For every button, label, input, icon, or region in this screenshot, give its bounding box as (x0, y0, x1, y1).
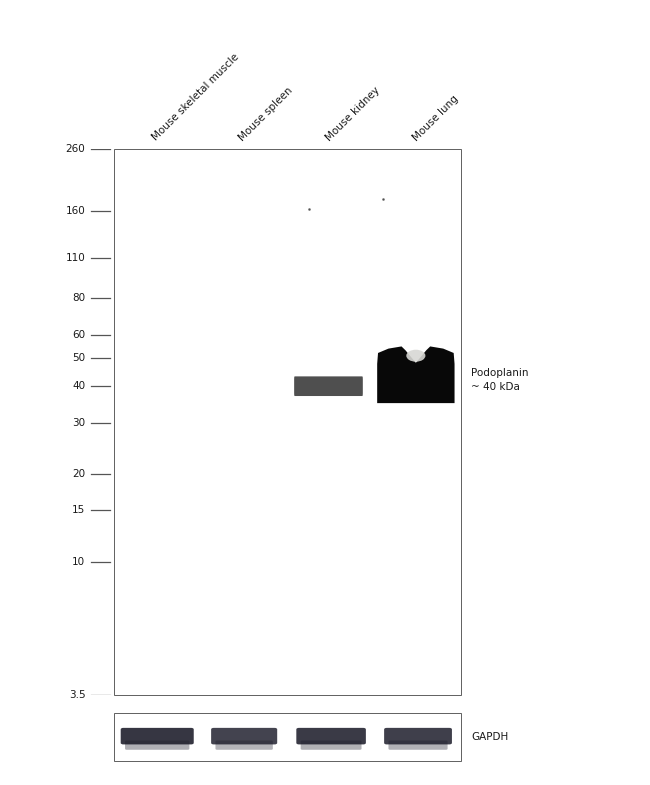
Text: 60: 60 (72, 330, 85, 340)
FancyBboxPatch shape (296, 728, 366, 744)
Text: Mouse spleen: Mouse spleen (237, 86, 294, 143)
FancyBboxPatch shape (215, 740, 273, 750)
Text: 80: 80 (72, 294, 85, 304)
Text: Mouse lung: Mouse lung (411, 93, 460, 143)
Polygon shape (377, 346, 454, 403)
Text: GAPDH: GAPDH (471, 732, 508, 742)
FancyBboxPatch shape (211, 728, 277, 744)
Text: Mouse skeletal muscle: Mouse skeletal muscle (150, 53, 240, 143)
FancyBboxPatch shape (384, 728, 452, 744)
Text: 10: 10 (72, 557, 85, 567)
Text: Mouse kidney: Mouse kidney (324, 85, 382, 143)
FancyBboxPatch shape (121, 728, 194, 744)
Text: 30: 30 (72, 418, 85, 428)
Text: 40: 40 (72, 382, 85, 391)
Text: 110: 110 (66, 253, 85, 263)
FancyBboxPatch shape (125, 740, 189, 750)
Text: 20: 20 (72, 469, 85, 479)
FancyBboxPatch shape (294, 376, 363, 396)
Ellipse shape (406, 349, 425, 362)
FancyBboxPatch shape (389, 740, 448, 750)
Text: Podoplanin
~ 40 kDa: Podoplanin ~ 40 kDa (471, 368, 528, 392)
Text: 15: 15 (72, 506, 85, 516)
Text: 260: 260 (66, 144, 85, 154)
Text: 3.5: 3.5 (69, 690, 85, 699)
Text: 50: 50 (72, 353, 85, 363)
FancyBboxPatch shape (301, 740, 361, 750)
Text: 160: 160 (66, 206, 85, 216)
